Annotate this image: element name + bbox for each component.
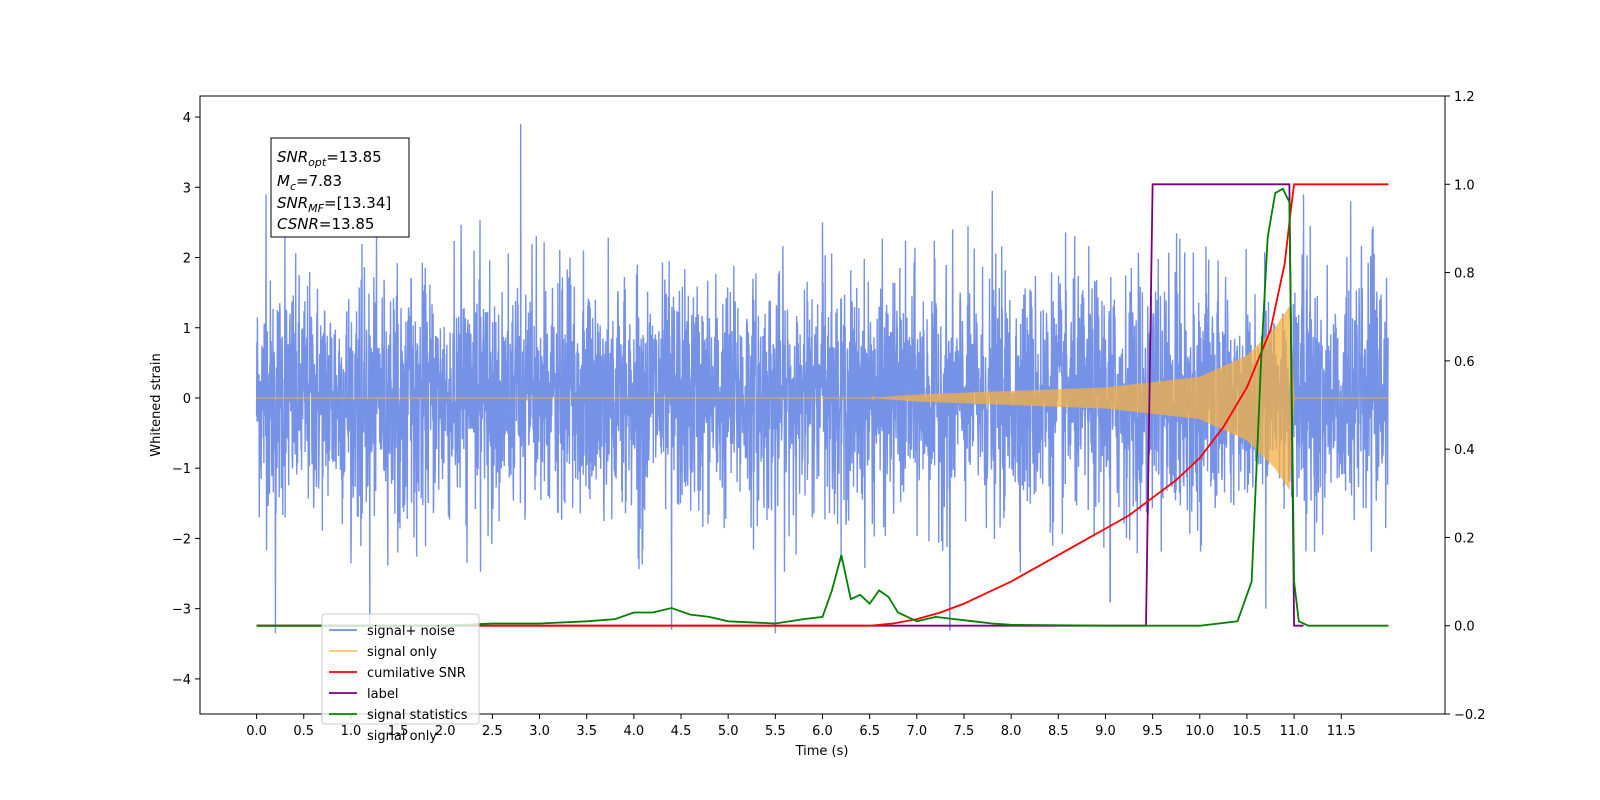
mc-subscript: c — [290, 180, 296, 193]
annotation-csnr: CSNR=13.85 — [277, 215, 374, 233]
y-axis-right-ticks: 1.2 1.0 0.8 0.6 0.4 0.2 0.0 −0.2 — [1445, 90, 1486, 723]
y2-tick-label: −0.2 — [1454, 708, 1486, 723]
x-tick-label: 0.5 — [293, 724, 314, 739]
x-tick-label: 8.5 — [1048, 724, 1069, 739]
y-tick-label: 1 — [183, 322, 191, 337]
series-signal-only-line — [256, 306, 1389, 490]
csnr-value: =13.85 — [319, 215, 375, 233]
x-tick-label: 9.0 — [1095, 724, 1116, 739]
mc-symbol: M — [277, 172, 290, 190]
legend-label: label — [367, 687, 398, 702]
legend-label: signal only — [367, 729, 437, 744]
legend-label: signal statistics — [367, 708, 468, 723]
x-axis-label: Time (s) — [795, 744, 849, 759]
series-labelline — [256, 183, 1304, 627]
annotation-snr-mf: SNRMF=[13.34] — [277, 194, 391, 215]
x-tick-label: 5.5 — [765, 724, 786, 739]
y-axis-label: Whitened strain — [149, 353, 164, 456]
x-tick-label: 1.5 — [388, 724, 409, 739]
legend-label: cumilative SNR — [367, 666, 466, 681]
x-tick-label: 2.5 — [482, 724, 503, 739]
x-tick-label: 7.0 — [906, 724, 927, 739]
x-tick-label: 2.0 — [435, 724, 456, 739]
annotation-snr-opt: SNRopt=13.85 — [277, 148, 382, 169]
legend-label: signal+ noise — [367, 624, 455, 639]
y2-tick-label: 1.2 — [1454, 90, 1475, 105]
x-tick-label: 10.0 — [1185, 724, 1214, 739]
y-tick-label: 4 — [183, 111, 191, 126]
annotation-frame — [270, 137, 410, 238]
x-tick-label: 7.5 — [954, 724, 975, 739]
y2-tick-label: 1.0 — [1454, 178, 1475, 193]
stats-annotation-box: SNRopt=13.85 Mc=7.83 SNRMF=[13.34] CSNR=… — [270, 137, 410, 238]
x-tick-label: 8.0 — [1001, 724, 1022, 739]
series-cumilative-snrline — [256, 183, 1389, 627]
x-tick-label: 11.5 — [1327, 724, 1356, 739]
snr-opt-value: =13.85 — [326, 148, 382, 166]
y-tick-label: −4 — [172, 673, 191, 688]
x-tick-label: 6.0 — [812, 724, 833, 739]
x-tick-label: 4.0 — [624, 724, 645, 739]
y-axis-left-ticks: 4 3 2 1 0 −1 −2 −3 −4 — [172, 111, 200, 688]
x-tick-label: 9.5 — [1142, 724, 1163, 739]
csnr-symbol: CSNR — [277, 215, 319, 233]
y2-tick-label: 0.0 — [1454, 620, 1475, 635]
x-tick-label: 5.0 — [718, 724, 739, 739]
x-tick-label: 0.0 — [246, 724, 267, 739]
y-tick-label: −2 — [172, 532, 191, 547]
annotation-mc: Mc=7.83 — [277, 172, 342, 193]
x-tick-label: 1.0 — [341, 724, 362, 739]
x-tick-label: 6.5 — [859, 724, 880, 739]
y2-tick-label: 0.2 — [1454, 531, 1475, 546]
snr-mf-subscript: MF — [308, 202, 324, 215]
plot-content — [255, 124, 1389, 634]
snr-mf-symbol: SNR — [277, 194, 308, 212]
series-signal-noise-line — [255, 124, 1389, 634]
y2-tick-label: 0.4 — [1454, 443, 1475, 458]
y-tick-label: −3 — [172, 603, 191, 618]
x-tick-label: 11.0 — [1280, 724, 1309, 739]
x-tick-label: 3.5 — [576, 724, 597, 739]
series-signal-statisticsline — [256, 187, 1389, 627]
y2-tick-label: 0.8 — [1454, 267, 1475, 282]
y-tick-label: 3 — [183, 181, 191, 196]
x-tick-label: 4.5 — [671, 724, 692, 739]
y-tick-label: −1 — [172, 462, 191, 477]
x-axis-ticks: 0.0 0.5 1.0 1.5 2.0 2.5 3.0 3.5 4.0 4.5 5.0 5.5 6.0 6… — [246, 714, 1356, 739]
legend-label: signal only — [367, 645, 437, 660]
snr-mf-value: =[13.34] — [324, 194, 391, 212]
mc-value: =7.83 — [296, 172, 342, 190]
y2-tick-label: 0.6 — [1454, 355, 1475, 370]
x-tick-label: 3.0 — [529, 724, 550, 739]
snr-opt-subscript: opt — [308, 156, 327, 169]
legend: signal+ noise signal only cumilative SNR la… — [321, 613, 480, 744]
x-tick-label: 10.5 — [1232, 724, 1261, 739]
y-tick-label: 2 — [183, 252, 191, 267]
snr-opt-symbol: SNR — [277, 148, 308, 166]
legend-frame — [321, 613, 480, 725]
y-tick-label: 0 — [183, 392, 191, 407]
